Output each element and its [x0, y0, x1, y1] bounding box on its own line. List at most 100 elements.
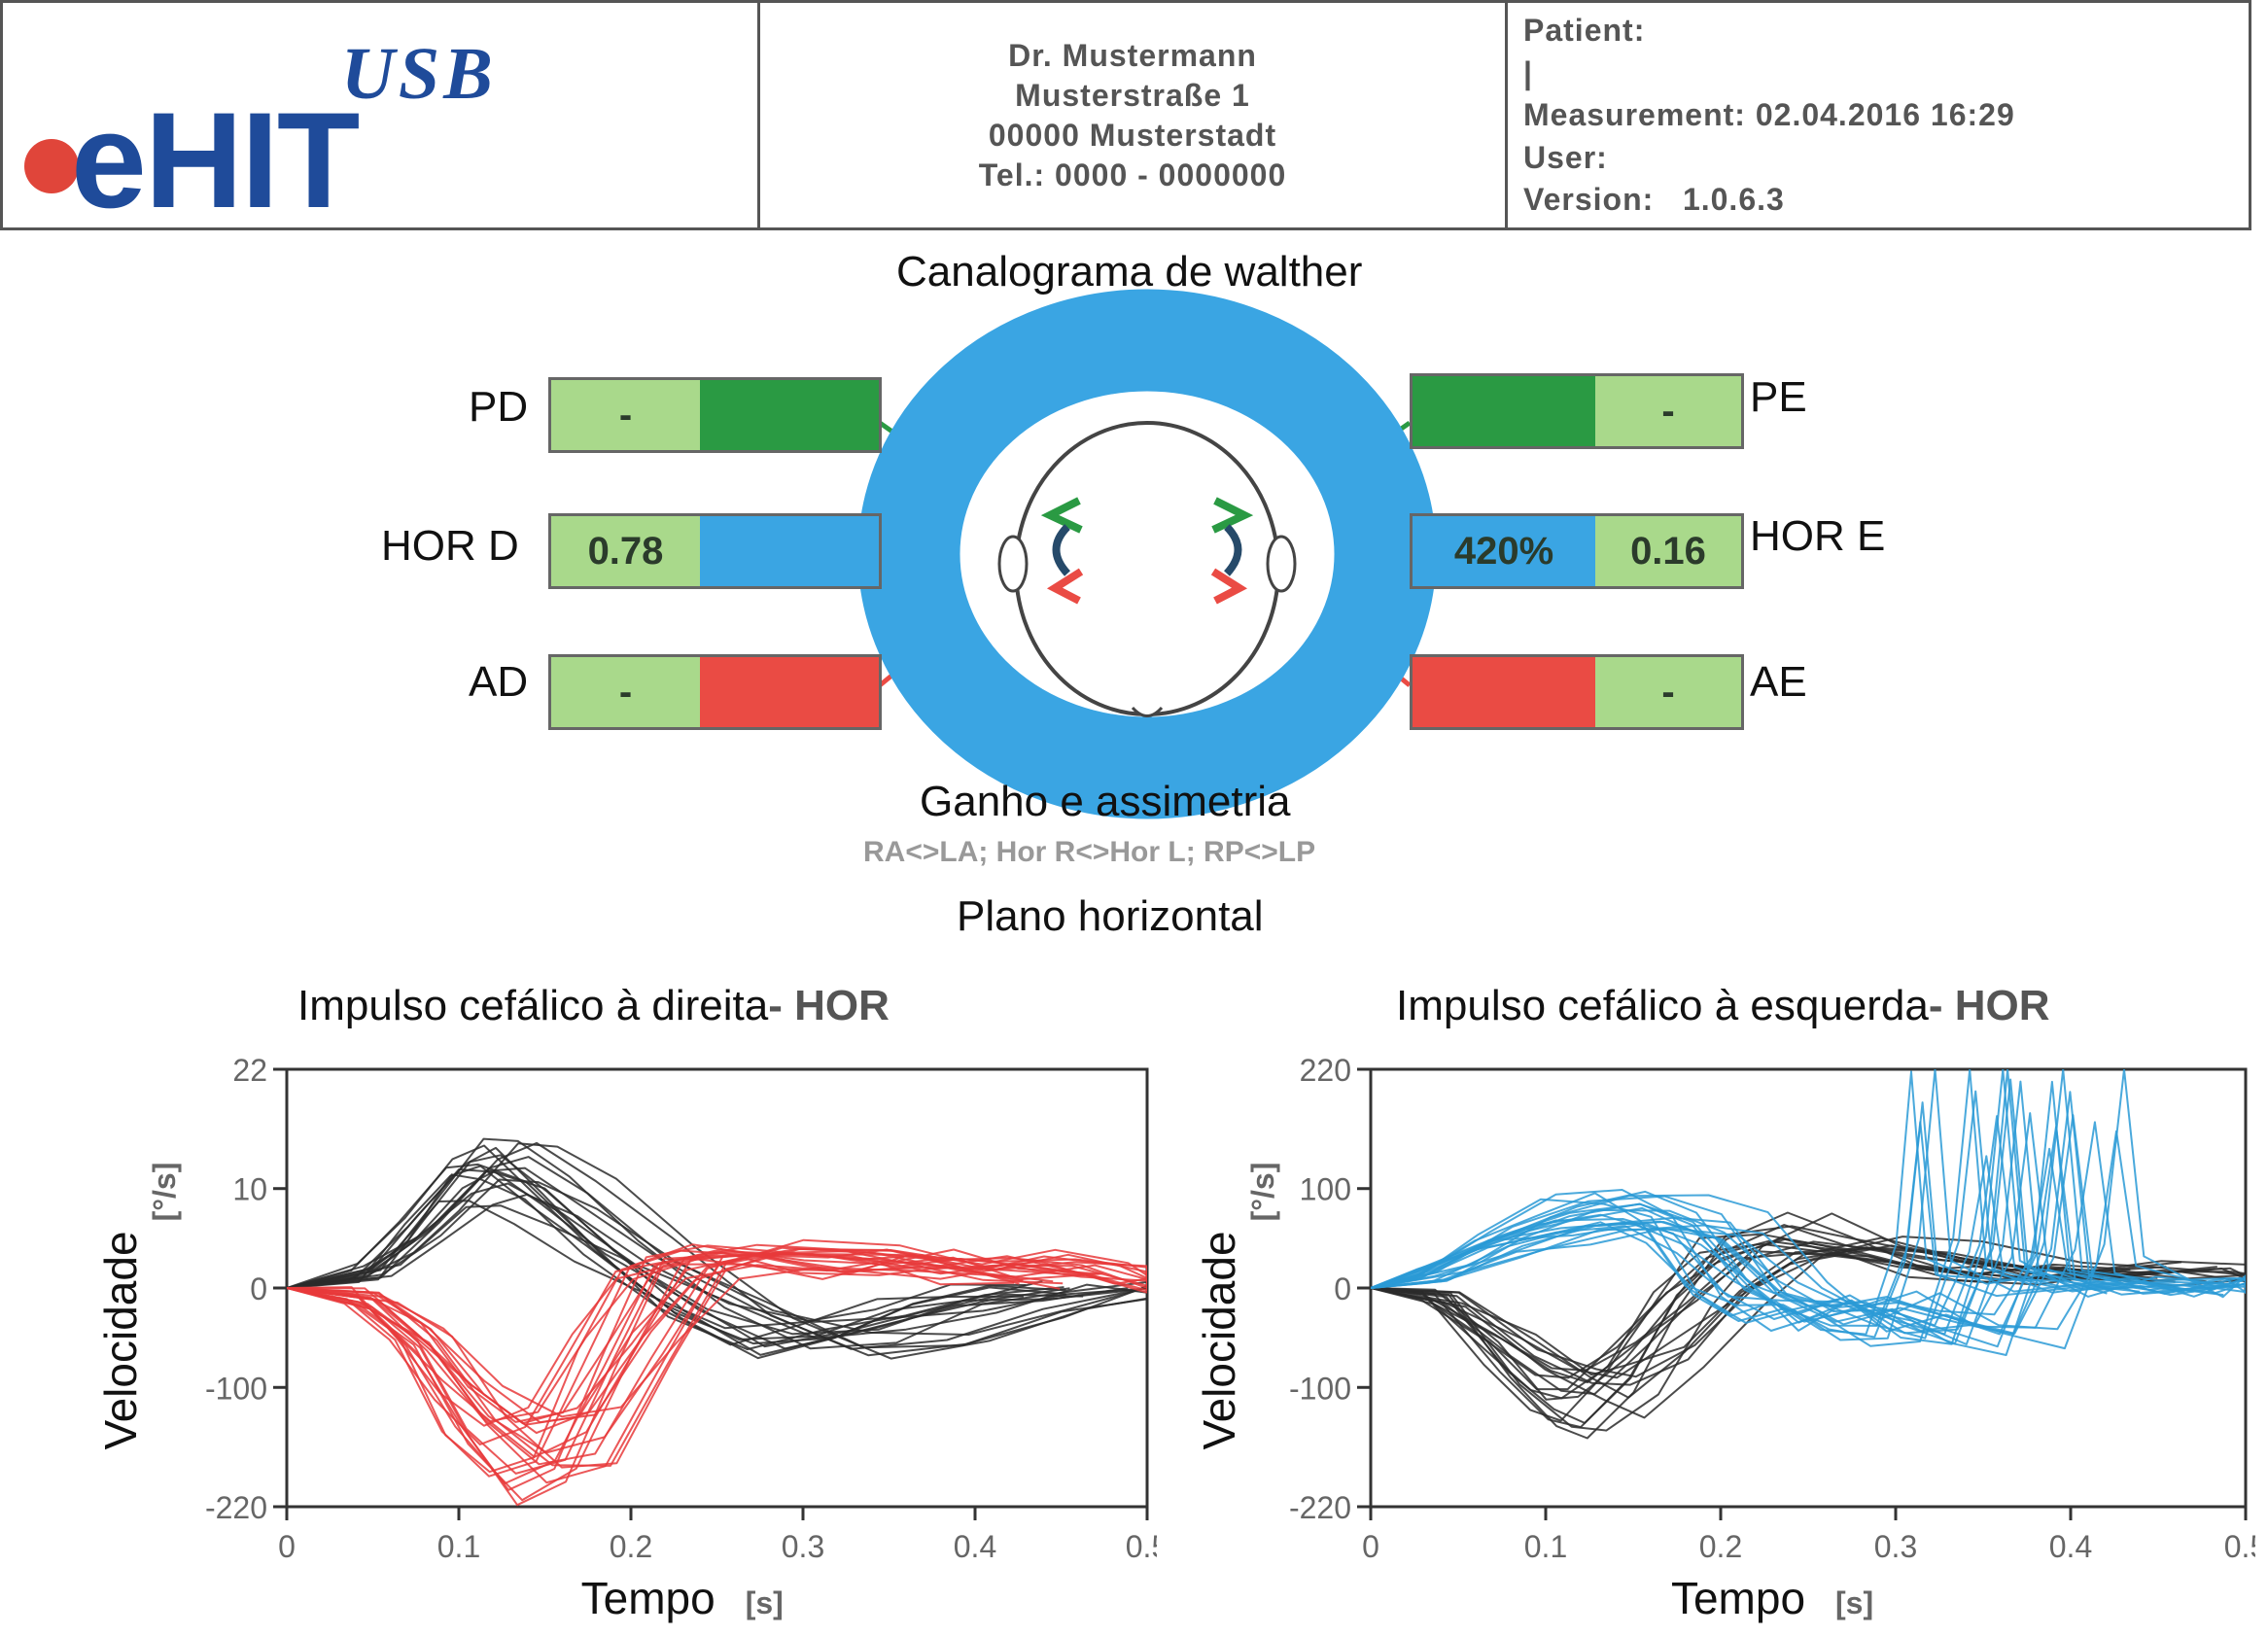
x-tick-label: 0 [1362, 1529, 1379, 1564]
series-line [287, 1165, 1043, 1340]
canal-posterior-right [1040, 497, 1083, 534]
y-tick-label: 100 [1300, 1172, 1351, 1207]
x-tick-label: 0.3 [1874, 1529, 1917, 1564]
series-line [1371, 1244, 2246, 1378]
y-tick-label: 0 [250, 1271, 267, 1306]
logo-e-dot [24, 139, 79, 193]
x-tick-label: 0.2 [1699, 1529, 1742, 1564]
pe-gain: - [1595, 376, 1741, 446]
x-tick-label: 0.1 [1524, 1529, 1567, 1564]
series-line [287, 1244, 1061, 1491]
series-line [287, 1264, 1147, 1418]
patient-value: | [1523, 54, 1533, 90]
x-tick-label: 0.4 [954, 1529, 996, 1564]
hor-e-asym: 420% [1413, 516, 1595, 586]
x-tick-label: 0.5 [2224, 1529, 2255, 1564]
box-hor-e: 420% 0.16 [1410, 513, 1744, 589]
x-tick-label: 0 [278, 1529, 296, 1564]
series-line [1371, 1080, 2246, 1345]
label-pe: PE [1750, 373, 1807, 421]
head-outline [1014, 421, 1280, 716]
series-line [1371, 1090, 2194, 1340]
chart-left: 22 10 0 -100 -220 0 0.1 0.2 0.3 0.4 0.5 Tempo [s] Vel… [95, 1053, 1157, 1623]
left-ear [1266, 535, 1297, 593]
logo-superscript: USB [341, 33, 497, 115]
x-tick-label: 0.3 [782, 1529, 824, 1564]
series-line [287, 1154, 1066, 1356]
y-axis-unit: [°/s] [1245, 1163, 1280, 1222]
series-line [287, 1248, 1099, 1507]
y-tick-label: 220 [1300, 1053, 1351, 1088]
series-group-0 [287, 1137, 1147, 1360]
canal-anterior-right [1046, 568, 1084, 605]
ae-gain: - [1595, 657, 1741, 727]
y-tick-label: 10 [232, 1172, 267, 1207]
label-ad: AD [469, 658, 529, 706]
box-ad: - [548, 654, 882, 730]
hor-d-asym [700, 516, 879, 586]
y-tick-label: -100 [205, 1371, 267, 1406]
series-line [1371, 1069, 2236, 1345]
y-tick-label: -220 [205, 1490, 267, 1525]
series-line [1371, 1114, 2246, 1335]
version-value: 1.0.6.3 [1682, 182, 1785, 217]
patient-info: Patient: | Measurement: 02.04.2016 16:29… [1508, 3, 2249, 227]
patient-label: Patient: [1523, 13, 1646, 48]
canalogram-title: Canalograma de walther [896, 248, 1363, 296]
series-line [1371, 1130, 2246, 1331]
x-axis-unit: [s] [746, 1585, 784, 1620]
series-line [1371, 1069, 2246, 1356]
label-hor-e: HOR E [1750, 512, 1886, 560]
canal-anterior-left [1210, 568, 1248, 605]
box-hor-d: 0.78 [548, 513, 882, 589]
y-axis-label: Velocidade [95, 1231, 146, 1449]
y-tick-label: 0 [1334, 1271, 1351, 1306]
pe-asym [1413, 376, 1595, 446]
x-tick-label: 0.2 [610, 1529, 652, 1564]
logo-text: eHIT [71, 84, 360, 236]
box-ae: - [1410, 654, 1744, 730]
right-ear [997, 535, 1029, 593]
series-line [287, 1248, 1147, 1469]
pd-asym [700, 380, 879, 450]
hor-d-gain: 0.78 [551, 516, 700, 586]
series-line [1371, 1112, 2246, 1332]
series-group-1 [287, 1238, 1147, 1507]
canal-horizontal-left [1223, 524, 1242, 576]
series-line [287, 1141, 1147, 1357]
series-line [1371, 1069, 2246, 1350]
x-tick-label: 0.5 [1126, 1529, 1157, 1564]
series-line [287, 1247, 1147, 1454]
clinic-address: Dr. Mustermann Musterstraße 1 00000 Must… [760, 3, 1508, 227]
y-axis-label: Velocidade [1194, 1231, 1244, 1449]
gain-subtitle: RA<>LA; Hor R<>Hor L; RP<>LP [863, 836, 1316, 868]
label-hor-d: HOR D [381, 522, 519, 570]
y-axis-unit: [°/s] [147, 1163, 182, 1222]
x-axis-label: Tempo [1671, 1573, 1805, 1623]
y-tick-label: 22 [232, 1053, 267, 1088]
address-line: Tel.: 0000 - 0000000 [978, 157, 1287, 192]
canal-horizontal-right [1052, 524, 1071, 576]
y-tick-label: -100 [1289, 1371, 1351, 1406]
plane-title: Plano horizontal [957, 892, 1264, 940]
series-line [287, 1144, 1070, 1345]
version-label: Version: [1523, 182, 1655, 217]
report-header: eHIT USB Dr. Mustermann Musterstraße 1 0… [0, 0, 2251, 230]
canal-posterior-left [1211, 497, 1254, 534]
x-tick-label: 0.4 [2049, 1529, 2092, 1564]
pd-gain: - [551, 380, 700, 450]
chart-left-title: Impulso cefálico à direita- HOR [297, 982, 890, 1029]
logo: eHIT USB [3, 3, 760, 236]
series-line [287, 1137, 1147, 1350]
ae-asym [1413, 657, 1595, 727]
series-line [1371, 1070, 2108, 1336]
address-line: Musterstraße 1 [1015, 77, 1250, 113]
label-ae: AE [1750, 658, 1807, 706]
x-axis-unit: [s] [1835, 1585, 1873, 1620]
nose [1131, 706, 1164, 717]
ad-asym [700, 657, 879, 727]
measurement-label: Measurement: [1523, 97, 1746, 132]
hor-e-gain: 0.16 [1595, 516, 1741, 586]
gain-title: Ganho e assimetria [920, 778, 1291, 825]
user-label: User: [1523, 139, 1608, 175]
